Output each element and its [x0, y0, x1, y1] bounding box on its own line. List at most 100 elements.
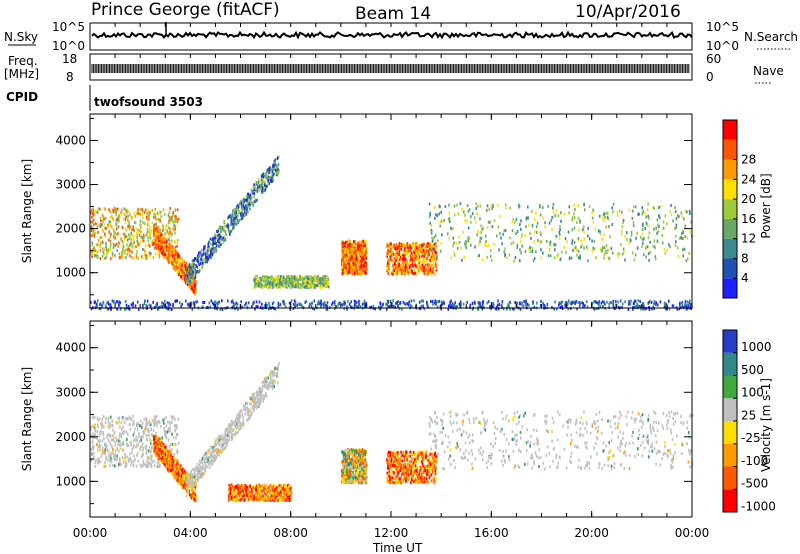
echo-cell [93, 254, 96, 258]
echo-cell [257, 178, 260, 182]
echo-cell [159, 210, 161, 214]
echo-cell [432, 243, 434, 247]
echo-cell [153, 212, 156, 216]
echo-cell [429, 258, 431, 262]
echo-cell [120, 211, 122, 215]
echo-cell [130, 238, 133, 242]
echo-cell [414, 258, 417, 262]
echo-cell [162, 302, 165, 306]
echo-cell [460, 303, 462, 307]
echo-cell [519, 223, 521, 227]
echo-cell [245, 212, 248, 216]
echo-cell [167, 427, 170, 431]
echo-cell [219, 244, 221, 248]
echo-cell [187, 274, 190, 278]
echo-cell [540, 304, 542, 307]
echo-cell [386, 269, 388, 273]
echo-cell [132, 227, 134, 231]
echo-cell [343, 300, 345, 304]
echo-cell [382, 302, 384, 306]
echo-cell [326, 301, 329, 305]
echo-cell [378, 305, 380, 309]
echo-cell [169, 230, 171, 234]
echo-cell [144, 256, 147, 260]
echo-cell [379, 302, 382, 306]
echo-cell [420, 299, 423, 303]
echo-cell [280, 281, 282, 285]
echo-cell [174, 245, 177, 249]
echo-cell [272, 165, 274, 168]
echo-cell [431, 263, 433, 267]
power-ylabel: Slant Range [km] [20, 159, 34, 263]
echo-cell [666, 305, 669, 309]
echo-cell [111, 445, 113, 449]
echo-cell [350, 255, 353, 258]
echo-cell [140, 464, 143, 468]
echo-cell [127, 247, 130, 251]
echo-cell [291, 280, 293, 284]
echo-cell [543, 304, 546, 308]
echo-cell [467, 226, 470, 230]
echo-cell [122, 249, 124, 253]
echo-cell [411, 262, 414, 266]
echo-cell [358, 261, 361, 265]
echo-cell [117, 244, 119, 248]
echo-cell [139, 225, 142, 229]
echo-cell [593, 300, 595, 304]
echo-cell [388, 257, 390, 260]
echo-cell [279, 303, 282, 307]
echo-cell [97, 230, 99, 234]
echo-cell [166, 253, 169, 257]
echo-cell [658, 225, 660, 228]
echo-cell [118, 449, 120, 453]
echo-cell [293, 282, 296, 286]
echo-cell [594, 300, 597, 304]
echo-cell [91, 234, 93, 238]
echo-cell [156, 301, 158, 305]
echo-cell [210, 256, 212, 260]
echo-cell [109, 248, 112, 252]
echo-cell [175, 255, 177, 259]
echo-cell [542, 216, 544, 220]
echo-cell [579, 254, 582, 258]
echo-cell [612, 202, 615, 206]
echo-cell [101, 213, 104, 217]
echo-cell [97, 299, 99, 303]
echo-cell [192, 276, 194, 279]
echo-cell [168, 302, 170, 306]
echo-cell [253, 183, 255, 187]
echo-cell [464, 242, 466, 246]
echo-cell [96, 250, 99, 254]
echo-cell [265, 176, 267, 180]
echo-cell [107, 238, 110, 242]
echo-cell [308, 277, 311, 281]
echo-cell [133, 229, 135, 233]
echo-cell [109, 215, 112, 219]
echo-cell [410, 251, 413, 255]
echo-cell [141, 212, 143, 216]
echo-cell [436, 255, 438, 259]
echo-cell [119, 301, 121, 305]
echo-cell [107, 424, 109, 428]
echo-cell [559, 228, 561, 232]
echo-cell [423, 260, 425, 264]
echo-cell [104, 460, 106, 464]
echo-cell [431, 269, 433, 273]
echo-cell [96, 211, 99, 214]
echo-cell [668, 243, 670, 247]
echo-cell [272, 178, 274, 182]
echo-cell [148, 231, 151, 235]
echo-cell [679, 301, 681, 305]
echo-cell [173, 424, 176, 428]
echo-cell [91, 208, 93, 212]
echo-cell [99, 303, 101, 307]
echo-cell [144, 243, 147, 247]
echo-cell [352, 258, 355, 262]
echo-cell [259, 183, 262, 187]
echo-cell [458, 302, 461, 306]
echo-cell [257, 279, 259, 283]
echo-cell [662, 241, 664, 245]
echo-cell [628, 302, 630, 306]
echo-cell [396, 270, 399, 274]
echo-cell [434, 262, 437, 266]
